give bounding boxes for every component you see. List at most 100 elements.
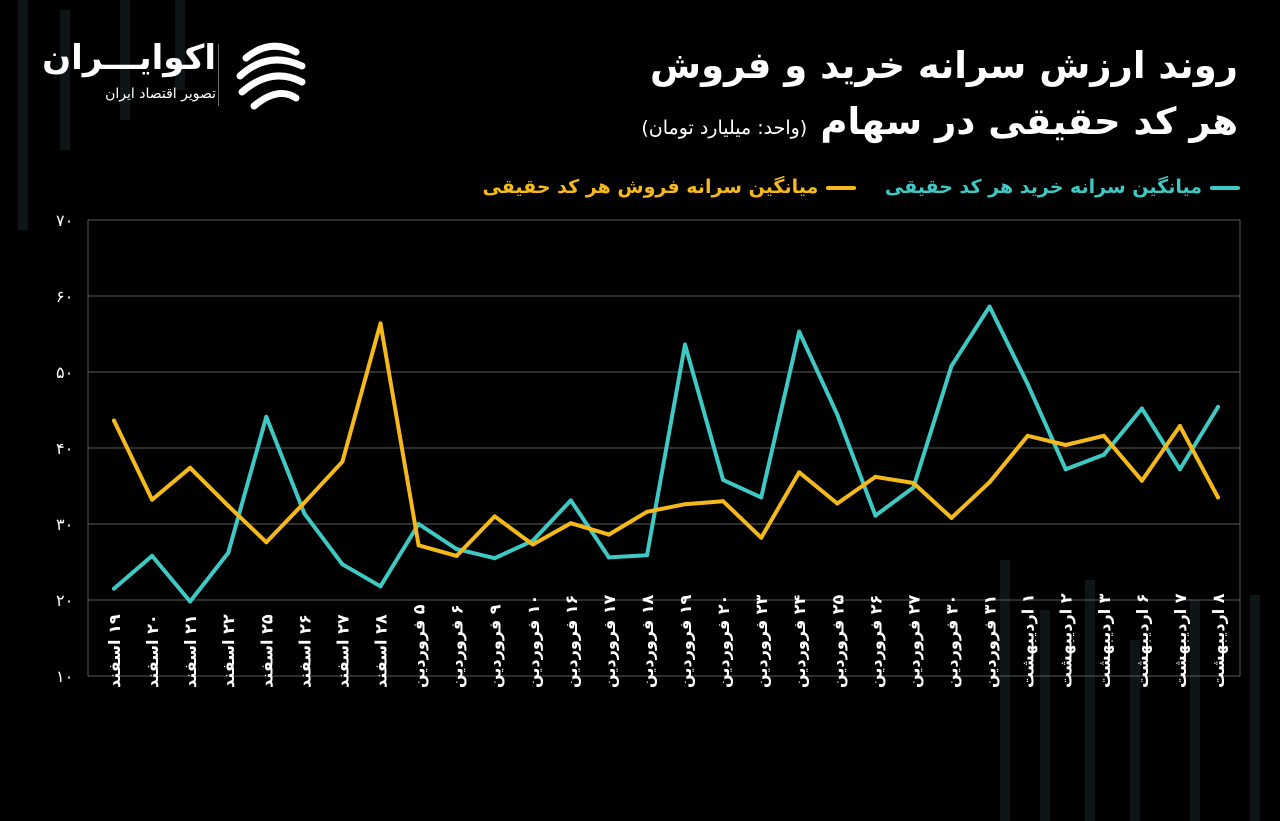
x-tick-label: ۱۰ فروردین — [524, 595, 543, 688]
chart-title-line1: روند ارزش سرانه خرید و فروش — [650, 44, 1238, 87]
x-tick-label: ۲۵ فروردین — [828, 594, 847, 688]
data-point-buy — [759, 495, 764, 500]
x-tick-label: ۲۳ فروردین — [752, 594, 771, 688]
x-tick-label: ۷ اردیبهشت — [1171, 593, 1190, 688]
x-tick-label: ۲۱ اسفند — [181, 614, 200, 688]
x-tick-label: ۳ اردیبهشت — [1095, 593, 1114, 688]
x-tick-label: ۲۷ فروردین — [904, 594, 923, 688]
data-point-sell — [302, 500, 307, 505]
data-point-buy — [1177, 467, 1182, 472]
data-point-sell — [759, 535, 764, 540]
y-tick-label: ۷۰ — [56, 211, 73, 230]
data-point-sell — [378, 321, 383, 326]
bg-candle — [1085, 580, 1095, 821]
data-point-sell — [1216, 495, 1220, 500]
data-point-sell — [606, 532, 611, 537]
y-tick-label: ۳۰ — [56, 515, 73, 534]
x-tick-label: ۸ اردیبهشت — [1209, 593, 1228, 688]
data-point-sell — [1139, 478, 1144, 483]
data-point-sell — [835, 501, 840, 506]
data-point-buy — [226, 550, 231, 555]
data-point-buy — [188, 599, 193, 604]
y-tick-label: ۴۰ — [56, 439, 73, 458]
data-point-buy — [949, 363, 954, 368]
logo-tagline: تصویر اقتصاد ایران — [105, 86, 216, 102]
data-point-sell — [416, 543, 421, 548]
data-point-sell — [568, 521, 573, 526]
data-point-buy — [1216, 404, 1220, 409]
data-point-buy — [112, 586, 116, 591]
data-point-buy — [302, 511, 307, 516]
legend: میانگین سرانه خرید هر کد حقیقی میانگین س… — [461, 176, 1240, 198]
y-tick-label: ۵۰ — [56, 363, 73, 382]
data-point-buy — [683, 342, 688, 347]
data-point-buy — [606, 555, 611, 560]
x-tick-label: ۶ فروردین — [448, 604, 467, 688]
data-point-sell — [1177, 423, 1182, 428]
bg-candle — [1040, 610, 1050, 821]
x-tick-label: ۳۱ فروردین — [981, 595, 1000, 688]
data-point-sell — [226, 503, 231, 508]
data-point-buy — [340, 562, 345, 567]
data-point-sell — [873, 474, 878, 479]
data-point-sell — [644, 509, 649, 514]
x-tick-label: ۲ اردیبهشت — [1057, 593, 1076, 688]
bg-candle — [120, 0, 130, 120]
x-tick-label: ۱۸ فروردین — [638, 594, 657, 688]
data-point-buy — [568, 498, 573, 503]
bg-candle — [175, 0, 185, 90]
data-point-buy — [644, 553, 649, 558]
bg-candle — [1250, 595, 1260, 821]
data-point-buy — [1063, 467, 1068, 472]
legend-label-sell: میانگین سرانه فروش هر کد حقیقی — [482, 176, 819, 198]
legend-item-sell: میانگین سرانه فروش هر کد حقیقی — [483, 176, 857, 198]
data-point-buy — [797, 329, 802, 334]
data-point-buy — [150, 553, 155, 558]
data-point-sell — [1101, 433, 1106, 438]
y-tick-label: ۲۰ — [56, 591, 73, 610]
unit-label: (واحد: میلیارد تومان) — [641, 117, 808, 139]
data-point-buy — [454, 547, 459, 552]
data-point-sell — [492, 514, 497, 519]
chart-title-line2: هر کد حقیقی در سهام — [820, 100, 1238, 143]
data-point-sell — [112, 418, 116, 423]
data-point-sell — [683, 502, 688, 507]
bg-candle — [1130, 640, 1140, 821]
legend-swatch-buy — [1210, 185, 1240, 190]
x-tick-label: ۲۵ اسفند — [257, 614, 276, 688]
x-tick-label: ۹ فروردین — [486, 604, 505, 688]
data-point-sell — [454, 553, 459, 558]
data-point-buy — [835, 412, 840, 417]
legend-label-buy: میانگین سرانه خرید هر کد حقیقی — [884, 176, 1202, 198]
data-point-sell — [340, 459, 345, 464]
y-tick-label: ۱۰ — [56, 667, 73, 686]
x-tick-label: ۲۶ فروردین — [866, 595, 885, 688]
data-point-sell — [987, 480, 992, 485]
x-tick-label: ۱۹ اسفند — [105, 614, 124, 688]
bg-candle — [1190, 600, 1200, 821]
data-point-sell — [949, 515, 954, 520]
x-tick-label: ۲۴ فروردین — [790, 594, 809, 688]
bg-candle — [18, 0, 28, 230]
x-tick-label: ۳۰ فروردین — [943, 595, 962, 688]
data-point-buy — [721, 477, 726, 482]
x-tick-label: ۲۷ اسفند — [333, 614, 352, 688]
logo-divider — [218, 44, 219, 106]
data-point-sell — [721, 499, 726, 504]
data-point-buy — [492, 556, 497, 561]
data-point-buy — [378, 584, 383, 589]
y-tick-label: ۶۰ — [56, 287, 73, 306]
x-tick-label: ۱ اردیبهشت — [1019, 593, 1038, 688]
chart-title-line2-wrap: هر کد حقیقی در سهام (واحد: میلیارد تومان… — [641, 100, 1238, 143]
ekoiran-logo-icon — [236, 42, 306, 110]
data-point-sell — [530, 542, 535, 547]
series-line-buy — [112, 304, 1220, 604]
x-tick-label: ۲۸ اسفند — [371, 614, 390, 688]
x-tick-label: ۲۰ اسفند — [143, 614, 162, 688]
bg-candle — [1000, 560, 1010, 821]
data-point-sell — [797, 470, 802, 475]
data-point-sell — [1025, 433, 1030, 438]
data-point-buy — [264, 414, 269, 419]
